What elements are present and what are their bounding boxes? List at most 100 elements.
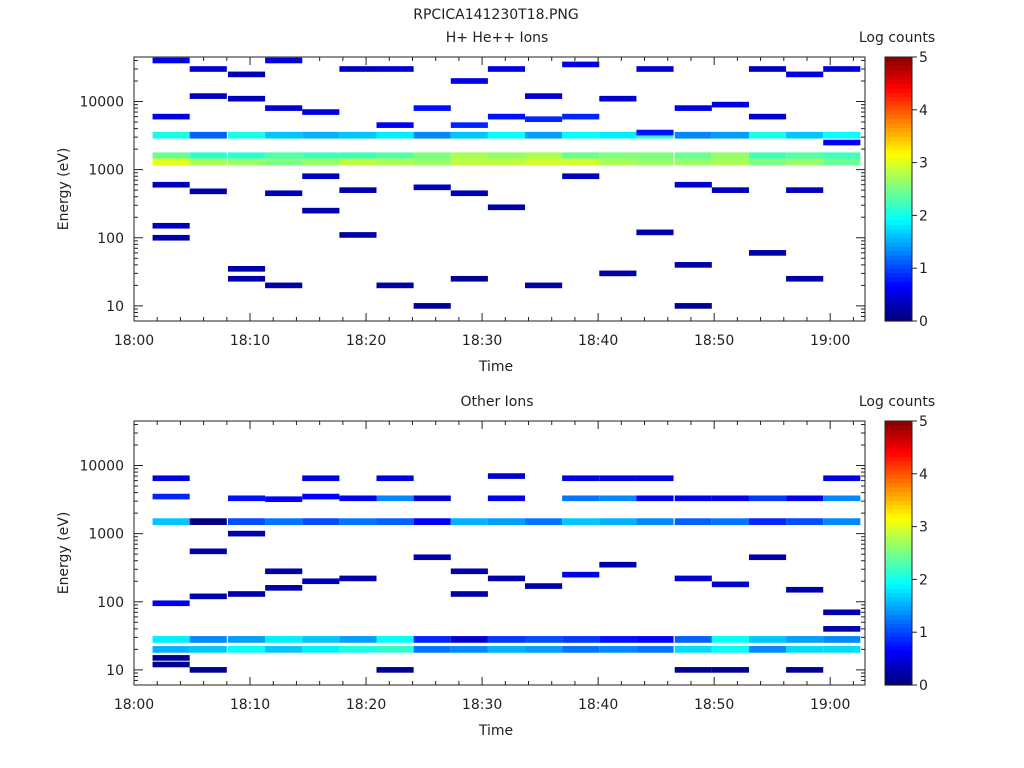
heatmap-cell — [302, 158, 340, 166]
colorbar-frame — [884, 420, 913, 686]
colorbar: 0 1 2 3 4 5 — [884, 50, 928, 330]
heatmap-cell — [152, 661, 190, 668]
heatmap-cell — [786, 187, 824, 193]
heatmap-cell — [525, 131, 563, 139]
colorbar-segment — [885, 114, 912, 120]
heatmap-cell — [599, 495, 637, 502]
heatmap-cell — [302, 636, 340, 643]
colorbar-segment — [885, 434, 912, 440]
heatmap-cell — [413, 158, 451, 166]
heatmap-cell — [711, 581, 749, 588]
colorbar-segment — [885, 561, 912, 567]
colorbar-segment — [885, 149, 912, 155]
colorbar-segment — [885, 487, 912, 492]
colorbar-segment — [885, 544, 912, 550]
heatmap-cell — [152, 636, 190, 643]
colorbar-segment — [885, 202, 912, 208]
heatmap-cell — [450, 646, 488, 653]
heatmap-cell — [302, 518, 340, 525]
heatmap-cell — [823, 139, 861, 146]
heatmap-cell — [152, 655, 190, 661]
heatmap-cell — [562, 646, 600, 653]
heatmap-cell — [450, 591, 488, 597]
colorbar-tick-label: 3 — [919, 520, 928, 536]
heatmap-cell — [562, 131, 600, 139]
heatmap-cell — [525, 583, 563, 589]
colorbar-segment — [885, 645, 912, 651]
heatmap-cell — [487, 473, 526, 479]
colorbar-segment — [885, 680, 912, 686]
heatmap-cell — [562, 113, 600, 120]
heatmap-cell — [711, 495, 749, 502]
heatmap-cell — [227, 152, 266, 160]
heatmap-cell — [823, 609, 861, 616]
heatmap-cell — [562, 495, 600, 502]
heatmap-cell — [339, 495, 377, 502]
heatmap-cell — [339, 131, 377, 139]
heatmap-cell — [525, 116, 563, 123]
colorbar-segment — [885, 167, 912, 172]
colorbar-segment — [885, 57, 912, 62]
heatmap-cell — [823, 475, 861, 482]
colorbar-segment — [885, 184, 912, 190]
heatmap-cell — [265, 152, 303, 160]
colorbar-segment — [885, 140, 912, 146]
heatmap-cell — [487, 495, 526, 502]
colorbar-segment — [885, 575, 912, 580]
heatmap-cell — [823, 646, 861, 653]
heatmap-cell — [450, 122, 488, 128]
colorbar-segment — [885, 83, 912, 89]
heatmap-cell — [636, 475, 674, 482]
heatmap-cell — [450, 152, 488, 160]
heatmap-cell — [227, 158, 266, 166]
heatmap-cell — [599, 518, 637, 525]
colorbar-segment — [885, 255, 912, 260]
heatmap-cell — [339, 646, 377, 653]
heatmap-cell — [376, 518, 414, 525]
heatmap-cell — [674, 158, 712, 166]
colorbar-segment — [885, 153, 912, 159]
heatmap-cell — [786, 636, 824, 643]
colorbar-segment — [885, 619, 912, 624]
colorbar-segment — [885, 517, 912, 523]
colorbar-segment — [885, 548, 912, 554]
colorbar-segment — [885, 495, 912, 501]
heatmap-cell — [748, 158, 787, 166]
heatmap-cell — [748, 66, 787, 72]
colorbar-segment — [885, 588, 912, 594]
colorbar-segment — [885, 299, 912, 304]
colorbar-segment — [885, 197, 912, 203]
heatmap-cell — [265, 131, 303, 139]
heatmap-cell — [748, 131, 787, 139]
x-tick-label: 18:00 — [114, 333, 154, 349]
colorbar-segment — [885, 597, 912, 602]
colorbar-tick-label: 2 — [919, 572, 928, 588]
heatmap-cell — [189, 518, 227, 525]
heatmap-cell — [189, 152, 227, 160]
heatmap-cell — [265, 190, 303, 197]
colorbar-segment — [885, 281, 912, 287]
heatmap-cell — [674, 575, 712, 582]
colorbar-tick-label: 2 — [919, 208, 928, 224]
x-tick-label: 18:30 — [462, 697, 502, 713]
heatmap-cell — [302, 578, 340, 585]
heatmap-cell — [376, 282, 414, 289]
y-tick-label: 100 — [97, 231, 124, 247]
heatmap-cell — [748, 250, 787, 256]
colorbar-segment — [885, 531, 912, 536]
heatmap-cell — [748, 518, 787, 525]
y-tick-label: 1000 — [88, 527, 124, 543]
heatmap-cell — [227, 131, 266, 139]
heatmap-cell — [189, 93, 227, 99]
colorbar-segment — [885, 158, 912, 164]
colorbar-segment — [885, 219, 912, 225]
heatmap-cell — [823, 131, 861, 139]
heatmap-cell — [265, 158, 303, 166]
heatmap-cell — [674, 636, 712, 643]
heatmap-cell — [152, 113, 190, 120]
y-axis: 10 100 1000 10000 — [79, 423, 865, 686]
heatmap-cell — [525, 518, 563, 525]
heatmap-cell — [413, 636, 451, 643]
heatmap-cell — [302, 109, 340, 115]
colorbar-segment — [885, 579, 912, 585]
